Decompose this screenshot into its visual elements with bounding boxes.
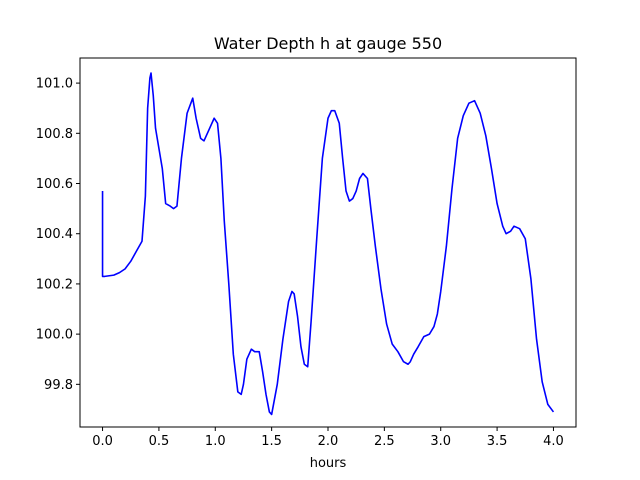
x-axis: 0.0 0.5 1.0 1.5 2.0 2.5 3.0 3.5 4.0: [92, 427, 564, 449]
x-tick-label: 2.5: [374, 434, 395, 449]
x-tick-label: 0.5: [149, 434, 170, 449]
y-tick-label: 100.2: [36, 277, 73, 292]
y-tick-label: 99.8: [44, 378, 73, 393]
x-tick-label: 2.0: [318, 434, 339, 449]
plot-area: [79, 57, 577, 428]
y-tick-label: 100.6: [36, 177, 73, 192]
x-tick-label: 0.0: [92, 434, 113, 449]
y-tick-label: 100.0: [36, 328, 73, 343]
chart-title: Water Depth h at gauge 550: [214, 34, 442, 53]
x-tick-label: 3.5: [487, 434, 508, 449]
water-depth-series-line: [101, 72, 555, 416]
y-tick-label: 100.8: [36, 127, 73, 142]
y-tick-label: 101.0: [36, 77, 73, 92]
x-tick-label: 4.0: [543, 434, 564, 449]
x-tick-label: 1.0: [205, 434, 226, 449]
x-tick-label: 3.0: [430, 434, 451, 449]
y-tick-label: 100.4: [36, 227, 73, 242]
x-tick-label: 1.5: [261, 434, 282, 449]
y-axis: 99.8 100.0 100.2 100.4 100.6 100.8 101.0: [36, 77, 80, 393]
x-axis-label: hours: [310, 456, 347, 471]
